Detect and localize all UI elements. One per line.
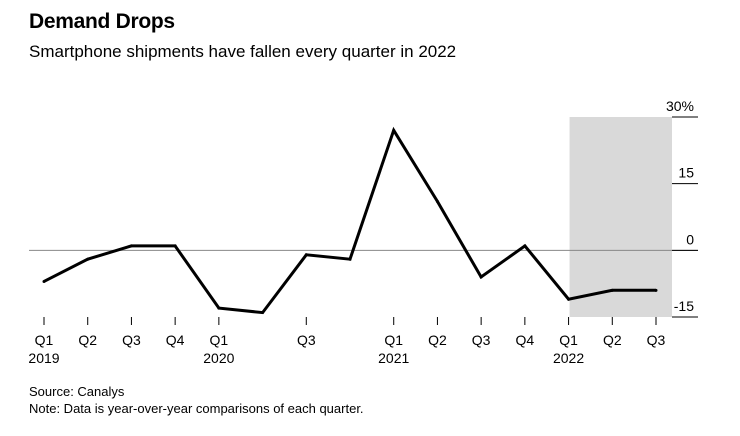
x-year-label: 2019 <box>28 350 59 366</box>
data-point <box>479 275 483 279</box>
y-axis: 30% 15 0 -15 <box>666 98 698 318</box>
footnote: Note: Data is year-over-year comparisons… <box>29 401 364 416</box>
x-tick-label: Q2 <box>78 332 97 348</box>
x-year-label: 2020 <box>203 350 234 366</box>
x-tick-label: Q1 <box>210 332 229 348</box>
y-tick-label: 0 <box>686 231 694 247</box>
source-note: Source: Canalys <box>29 384 125 399</box>
data-point <box>304 253 308 257</box>
x-tick-label: Q3 <box>647 332 666 348</box>
x-year-label: 2022 <box>553 350 584 366</box>
chart-title: Demand Drops <box>29 10 175 33</box>
x-axis: Q1 2019 Q2 Q3 Q4 Q1 2020 Q3 Q1 2021 Q2 Q3 Q4 Q1 2022 Q2… <box>28 317 666 366</box>
x-tick-label: Q2 <box>428 332 447 348</box>
data-point <box>217 306 221 310</box>
x-tick-label: Q3 <box>122 332 141 348</box>
x-tick-label: Q1 <box>384 332 403 348</box>
data-point <box>567 297 571 301</box>
data-point <box>392 128 396 132</box>
series-line <box>43 126 656 315</box>
data-point <box>261 311 265 315</box>
x-tick-label: Q1 <box>35 332 54 348</box>
data-point <box>654 288 658 292</box>
x-tick-label: Q3 <box>297 332 316 348</box>
x-year-label: 2021 <box>378 350 409 366</box>
chart-subtitle: Smartphone shipments have fallen every q… <box>29 42 457 61</box>
data-point <box>42 279 46 283</box>
data-point <box>348 257 352 261</box>
y-tick-label: 15 <box>678 165 694 181</box>
highlight-region-2022 <box>569 117 672 317</box>
x-tick-label: Q2 <box>603 332 622 348</box>
series-group <box>42 126 658 315</box>
data-point <box>435 199 439 203</box>
x-tick-label: Q4 <box>166 332 185 348</box>
data-point <box>86 257 90 261</box>
data-point <box>610 288 614 292</box>
data-point <box>523 244 527 248</box>
y-tick-label: 30% <box>666 98 694 114</box>
y-tick-label: -15 <box>674 298 694 314</box>
x-tick-label: Q4 <box>516 332 535 348</box>
data-point <box>129 244 133 248</box>
x-tick-label: Q3 <box>472 332 491 348</box>
data-point <box>173 244 177 248</box>
x-tick-label: Q1 <box>559 332 578 348</box>
